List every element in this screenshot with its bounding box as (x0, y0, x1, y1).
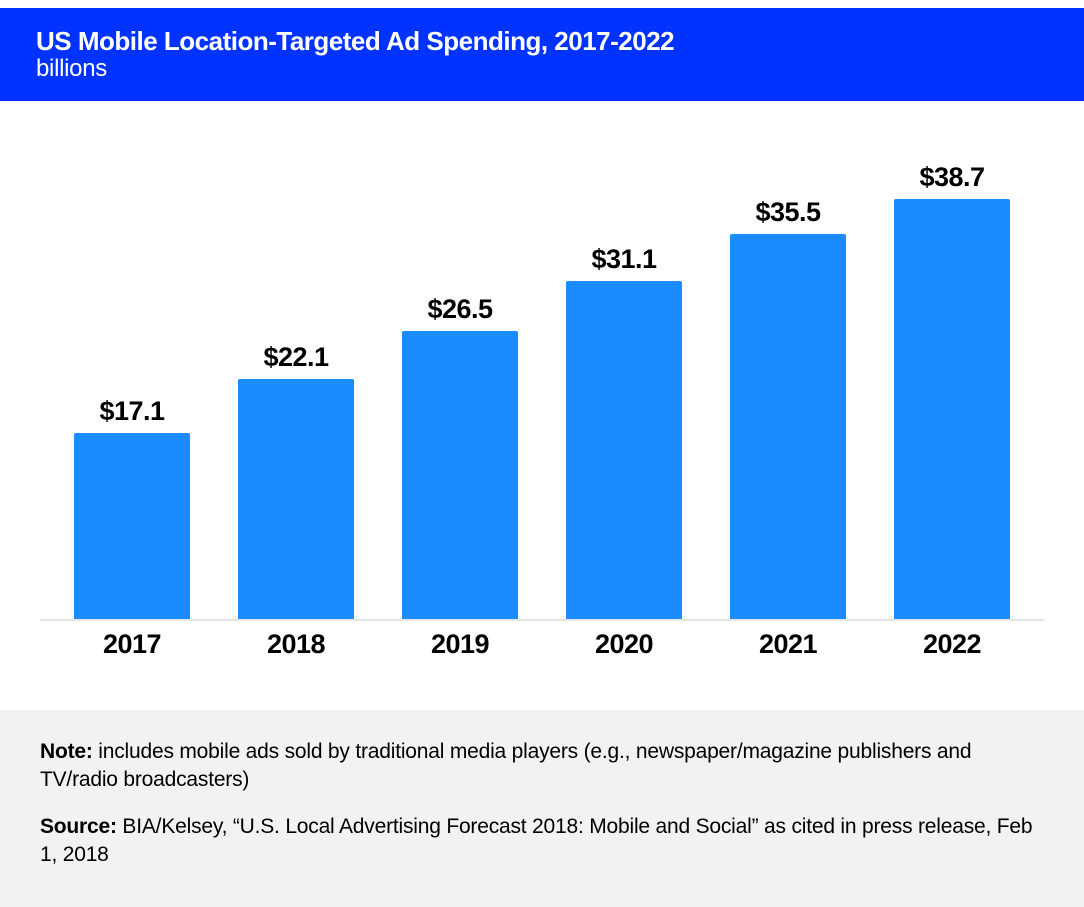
bar-group: $31.1 (542, 244, 706, 619)
x-axis-labels: 201720182019202020212022 (40, 621, 1044, 660)
bar (402, 331, 518, 619)
bar-group: $26.5 (378, 294, 542, 619)
chart-header: US Mobile Location-Targeted Ad Spending,… (0, 8, 1084, 101)
bar (730, 234, 846, 619)
note-label: Note: (40, 740, 93, 763)
bar-group: $17.1 (50, 396, 214, 619)
bar-value-label: $26.5 (427, 294, 492, 325)
footer-source: Source: BIA/Kelsey, “U.S. Local Advertis… (40, 813, 1044, 870)
x-axis-label: 2019 (378, 629, 542, 660)
bar (74, 433, 190, 619)
chart-area: $17.1$22.1$26.5$31.1$35.5$38.7 201720182… (0, 101, 1084, 660)
bar-value-label: $35.5 (755, 197, 820, 228)
x-axis-label: 2022 (870, 629, 1034, 660)
note-text: includes mobile ads sold by traditional … (40, 740, 971, 791)
x-axis-label: 2021 (706, 629, 870, 660)
bar-value-label: $22.1 (263, 342, 328, 373)
bar-value-label: $31.1 (591, 244, 656, 275)
source-text: BIA/Kelsey, “U.S. Local Advertising Fore… (40, 815, 1032, 866)
chart-subtitle: billions (36, 55, 1048, 83)
source-label: Source: (40, 815, 117, 838)
bar-group: $38.7 (870, 162, 1034, 619)
bar-group: $22.1 (214, 342, 378, 619)
x-axis-label: 2020 (542, 629, 706, 660)
chart-container: US Mobile Location-Targeted Ad Spending,… (0, 0, 1084, 907)
bar (238, 379, 354, 619)
bar (894, 199, 1010, 619)
bar (566, 281, 682, 619)
bar-value-label: $38.7 (919, 162, 984, 193)
x-axis-label: 2017 (50, 629, 214, 660)
footer-note: Note: includes mobile ads sold by tradit… (40, 738, 1044, 795)
chart-footer: Note: includes mobile ads sold by tradit… (0, 710, 1084, 907)
bar-value-label: $17.1 (99, 396, 164, 427)
chart-title: US Mobile Location-Targeted Ad Spending,… (36, 26, 1048, 57)
bars-wrapper: $17.1 $22.1 $26.5 $31.1 $35.5 $38.7 (40, 141, 1044, 621)
bar-group: $35.5 (706, 197, 870, 619)
x-axis-label: 2018 (214, 629, 378, 660)
